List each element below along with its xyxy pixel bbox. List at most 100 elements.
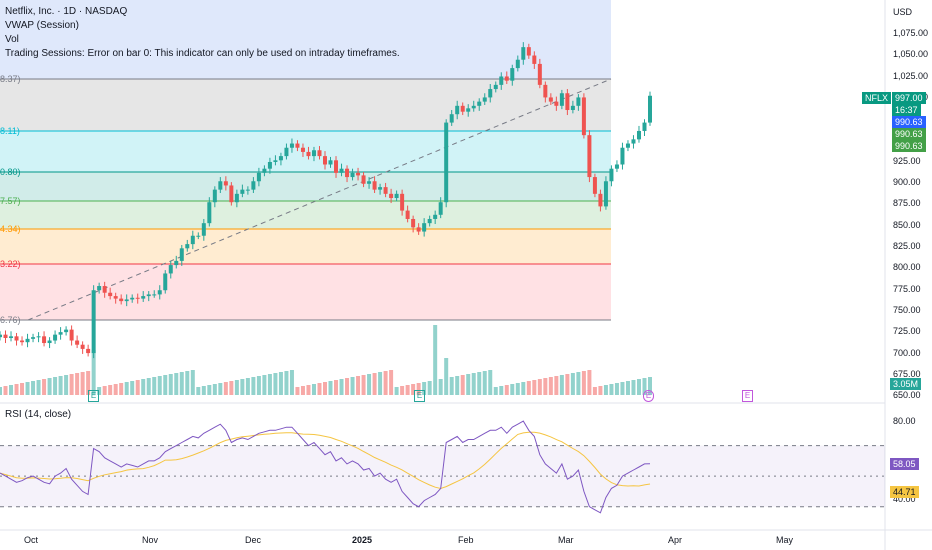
volume-bar [581, 371, 586, 395]
earnings-event-icon[interactable]: E [414, 390, 425, 402]
candle-body [317, 150, 322, 157]
volume-bar [196, 387, 201, 395]
symbol-title[interactable]: Netflix, Inc. · 1D · NASDAQ [5, 6, 128, 17]
candle-body [339, 168, 344, 173]
candle-body [372, 181, 377, 190]
volume-bar [482, 371, 487, 395]
price-tick-label: 1,050.00 [893, 49, 929, 60]
candle-body [234, 193, 239, 203]
volume-bar [157, 376, 162, 395]
volume-bar [648, 377, 652, 395]
volume-bar [229, 381, 234, 395]
volume-bar [603, 385, 608, 395]
candle-body [581, 97, 586, 136]
volume-bar [179, 372, 184, 395]
price-tick-label: 725.00 [893, 326, 921, 337]
volume-bar [141, 379, 146, 395]
candle-body [14, 336, 19, 341]
volume-bar [146, 378, 151, 395]
volume-bar [262, 375, 267, 395]
price-tick-label: 925.00 [893, 155, 921, 166]
time-tick-label: May [776, 535, 794, 545]
candle-body [515, 59, 520, 69]
volume-bar [356, 376, 361, 395]
volume-bar [427, 381, 432, 395]
price-tick-label: 650.00 [893, 390, 921, 401]
candle-body [466, 108, 471, 112]
currency-label[interactable]: USD [893, 7, 913, 17]
volume-bar [311, 384, 316, 395]
volume-bar [488, 370, 493, 395]
rsi-tick-label: 80.00 [893, 416, 916, 426]
dividend-event-icon[interactable]: E [643, 390, 654, 402]
candle-body [9, 336, 14, 339]
candle-body [97, 286, 102, 291]
candle-body [625, 143, 630, 148]
candle-body [449, 114, 454, 123]
volume-bar [306, 385, 311, 395]
earnings-event-icon[interactable]: E [742, 390, 753, 402]
fib-level-label: 3.22) [0, 259, 21, 269]
candle-body [196, 235, 201, 237]
candle-body [471, 105, 476, 109]
candle-body [36, 336, 41, 338]
candle-body [598, 193, 603, 207]
candle-body [543, 84, 548, 98]
price-badge: 997.00 [892, 92, 926, 104]
volume-bar [515, 383, 520, 395]
volume-indicator-label[interactable]: Vol [5, 34, 19, 45]
candle-body [378, 187, 383, 190]
volume-bar [284, 371, 289, 395]
candle-body [80, 344, 85, 349]
rsi-title[interactable]: RSI (14, close) [5, 409, 72, 420]
volume-bar [0, 387, 2, 395]
candle-body [284, 147, 289, 157]
candle-body [482, 97, 487, 102]
candle-body [477, 101, 482, 106]
time-tick-label: Feb [458, 535, 474, 545]
candle-body [648, 95, 652, 123]
volume-bar [295, 387, 300, 395]
candle-body [245, 189, 250, 191]
volume-bar [168, 374, 173, 395]
candle-body [108, 292, 113, 297]
candle-body [267, 161, 272, 169]
fib-zone [0, 79, 611, 131]
volume-bar [532, 380, 537, 395]
volume-bar [592, 387, 597, 395]
candle-body [636, 130, 641, 140]
candle-body [190, 235, 195, 245]
vwap-lower-badge: 990.63 [892, 140, 926, 152]
candle-body [350, 172, 355, 178]
price-tick-label: 1,075.00 [893, 28, 929, 38]
candle-body [383, 187, 388, 194]
vwap-upper-badge: 990.63 [892, 128, 926, 140]
volume-bar [620, 382, 625, 395]
candle-body [416, 227, 421, 232]
volume-bar [389, 370, 394, 395]
volume-bar [460, 375, 465, 395]
volume-bar [245, 378, 250, 395]
volume-bar [433, 325, 438, 395]
volume-bar [383, 371, 388, 395]
candle-body [620, 147, 625, 165]
volume-bar [119, 383, 124, 395]
candle-body [433, 214, 438, 219]
candle-body [300, 147, 305, 152]
price-tick-label: 825.00 [893, 241, 921, 251]
volume-bar [135, 380, 140, 395]
volume-bar [53, 377, 58, 395]
volume-bar [444, 358, 449, 395]
earnings-event-icon[interactable]: E [88, 390, 99, 402]
trend-line [27, 78, 612, 321]
volume-bar [543, 378, 548, 395]
vwap-indicator-label[interactable]: VWAP (Session) [5, 20, 79, 31]
volume-bar [526, 381, 531, 395]
volume-bar [218, 383, 223, 395]
candle-body [113, 296, 118, 299]
candle-body [86, 348, 91, 354]
candle-body [157, 290, 162, 295]
rsi-ma-line [0, 431, 651, 490]
symbol-badge: NFLX [862, 92, 892, 104]
